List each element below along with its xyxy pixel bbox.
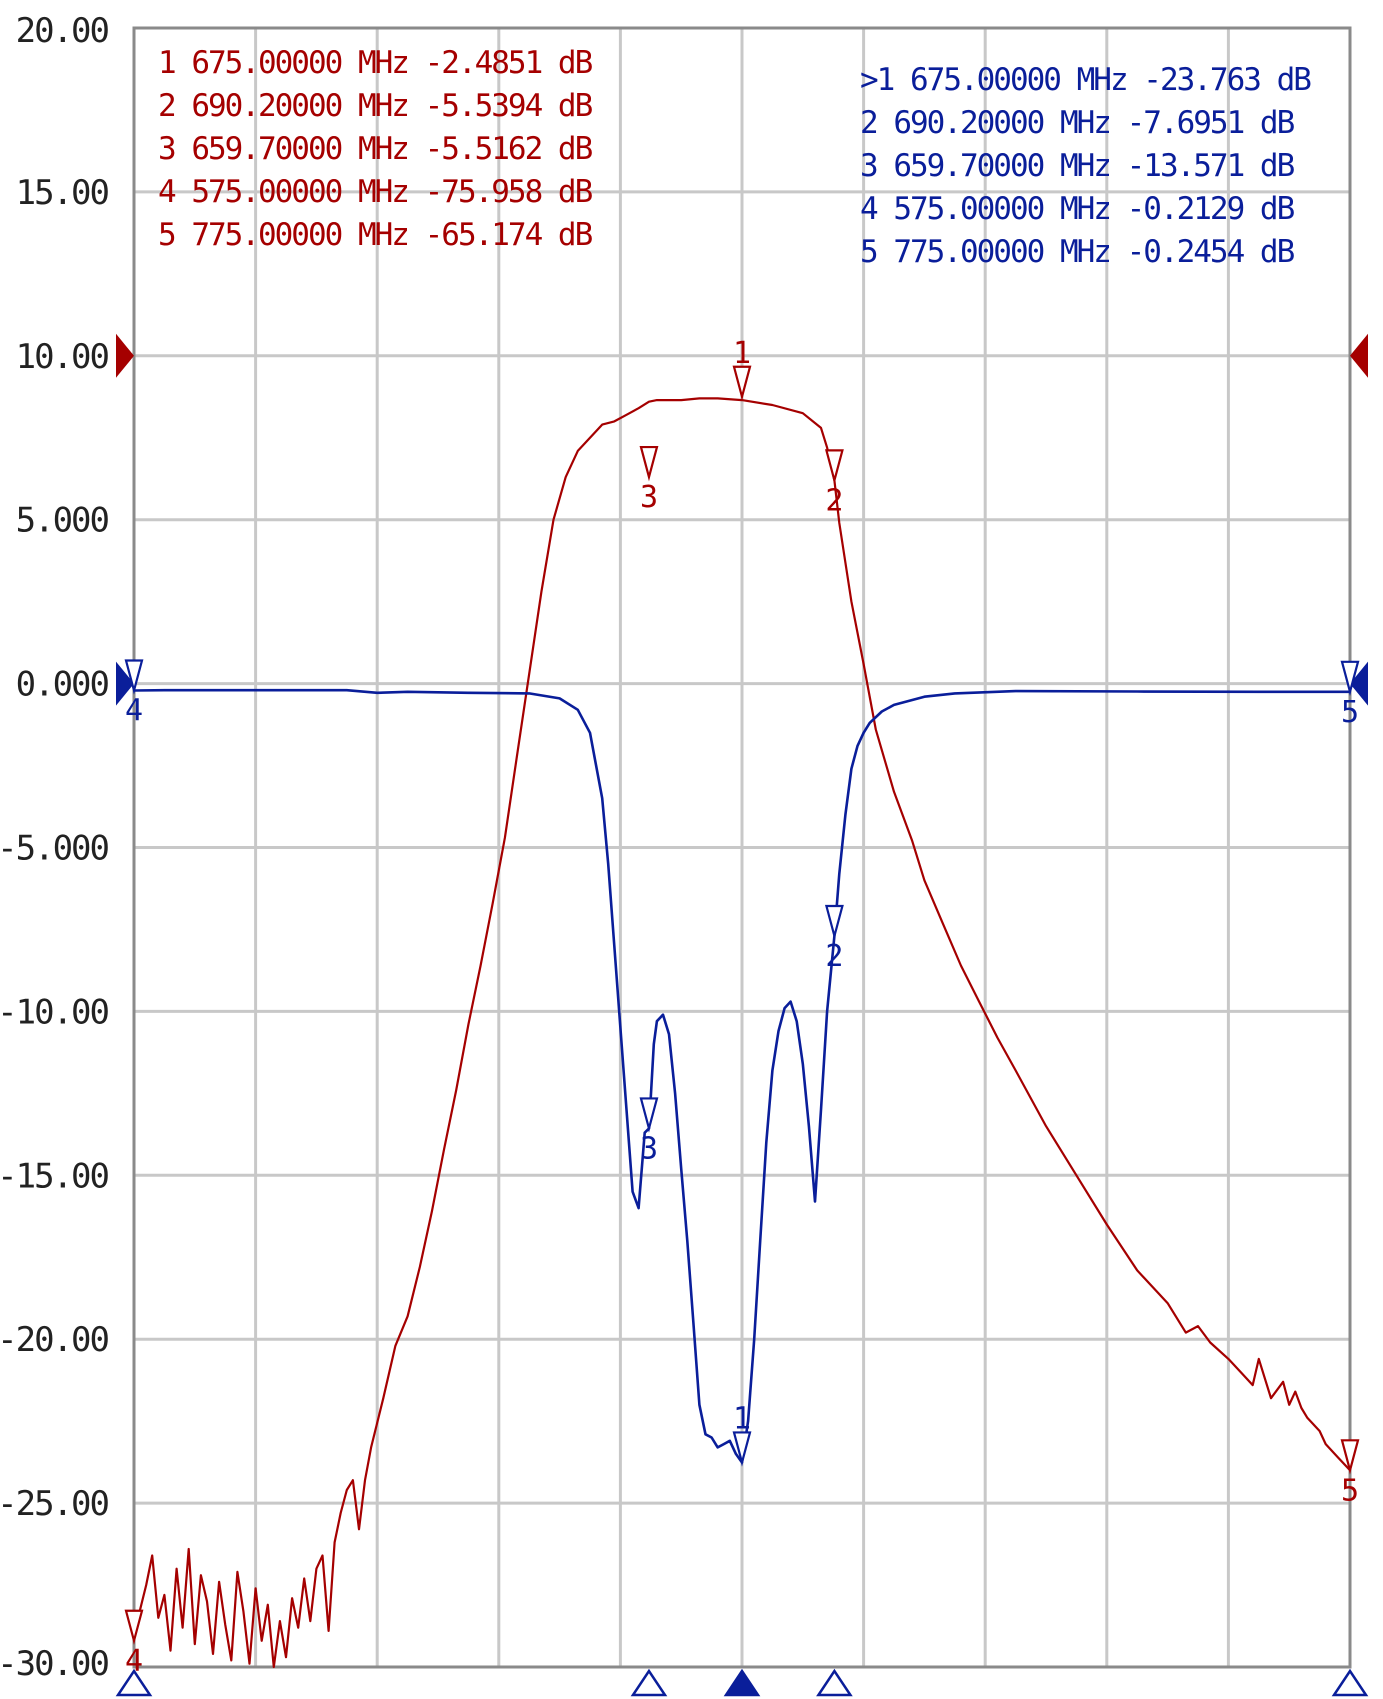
marker-3 bbox=[639, 1097, 659, 1133]
marker-table-red-row: 4 575.00000 MHz -75.958 dB bbox=[158, 174, 593, 210]
marker-table-red-row: 1 675.00000 MHz -2.4851 dB bbox=[158, 45, 593, 81]
marker-1 bbox=[732, 1431, 752, 1467]
y-tick-label: 20.00 bbox=[16, 11, 109, 51]
marker-4-label: 4 bbox=[125, 1644, 143, 1679]
marker-2 bbox=[824, 904, 844, 941]
marker-5-label: 5 bbox=[1341, 1473, 1359, 1508]
y-axis-tick-labels: 20.00 15.00 10.00 5.000 0.000 -5.000 -10.00 -15… bbox=[0, 11, 111, 1684]
marker-table-blue-row: 5 775.00000 MHz -0.2454 dB bbox=[860, 234, 1295, 270]
reference-level-arrow-right bbox=[1350, 333, 1368, 378]
marker-4-label: 4 bbox=[125, 693, 143, 728]
marker-5 bbox=[1340, 1439, 1360, 1475]
marker-table-red-row: 5 775.00000 MHz -65.174 dB bbox=[158, 217, 593, 253]
marker-table-blue-row: 4 575.00000 MHz -0.2129 dB bbox=[860, 191, 1295, 227]
markers: 1 2 3 4 5 1 2 3 4 5 bbox=[115, 333, 1369, 1697]
reference-level-arrow-left bbox=[116, 661, 134, 706]
marker-table-blue-row: 3 659.70000 MHz -13.571 dB bbox=[860, 148, 1295, 184]
marker-table-blue: >1 675.00000 MHz -23.763 dB 2 690.20000 … bbox=[860, 62, 1313, 270]
trace-blue bbox=[133, 688, 1350, 1464]
stimulus-marker bbox=[115, 1668, 153, 1697]
y-tick-label: 10.00 bbox=[16, 337, 109, 377]
y-tick-label: 15.00 bbox=[16, 173, 109, 213]
y-tick-label: -15.00 bbox=[0, 1156, 109, 1196]
marker-4 bbox=[124, 1609, 144, 1646]
marker-3-label: 3 bbox=[640, 480, 658, 515]
y-tick-label: -20.00 bbox=[0, 1320, 109, 1360]
active-stimulus-marker bbox=[723, 1668, 761, 1697]
marker-3 bbox=[639, 445, 659, 482]
marker-2 bbox=[824, 449, 844, 485]
marker-table-red-row: 2 690.20000 MHz -5.5394 dB bbox=[158, 88, 593, 124]
marker-table-red-row: 3 659.70000 MHz -5.5162 dB bbox=[158, 131, 593, 167]
stimulus-marker bbox=[1331, 1668, 1369, 1697]
plot-frame bbox=[132, 26, 1352, 1669]
traces bbox=[132, 397, 1351, 1669]
marker-5 bbox=[1340, 660, 1360, 697]
stimulus-marker bbox=[630, 1668, 668, 1697]
marker-3-label: 3 bbox=[640, 1131, 658, 1166]
trace-red bbox=[132, 397, 1351, 1669]
y-tick-label: -5.000 bbox=[0, 829, 109, 869]
y-tick-label: 0.000 bbox=[16, 665, 109, 705]
marker-1-label: 1 bbox=[733, 336, 751, 371]
y-tick-label: 5.000 bbox=[16, 501, 109, 541]
marker-table-blue-row: 2 690.20000 MHz -7.6951 dB bbox=[860, 105, 1295, 141]
grid bbox=[132, 26, 1352, 1669]
marker-table-blue-row: >1 675.00000 MHz -23.763 dB bbox=[860, 62, 1311, 98]
reference-level-arrow-left bbox=[116, 333, 134, 378]
marker-2-label: 2 bbox=[825, 483, 843, 518]
y-tick-label: -30.00 bbox=[0, 1644, 109, 1684]
marker-table-red: 1 675.00000 MHz -2.4851 dB 2 690.20000 MH… bbox=[158, 45, 595, 253]
reference-level-arrow-right bbox=[1350, 661, 1368, 706]
marker-4 bbox=[124, 659, 144, 695]
marker-1-label: 1 bbox=[733, 1401, 751, 1436]
marker-2-label: 2 bbox=[825, 939, 843, 974]
marker-1 bbox=[732, 365, 752, 402]
stimulus-marker bbox=[816, 1668, 853, 1697]
marker-5-label: 5 bbox=[1341, 695, 1359, 730]
y-tick-label: -10.00 bbox=[0, 992, 109, 1032]
y-tick-label: -25.00 bbox=[0, 1484, 109, 1524]
